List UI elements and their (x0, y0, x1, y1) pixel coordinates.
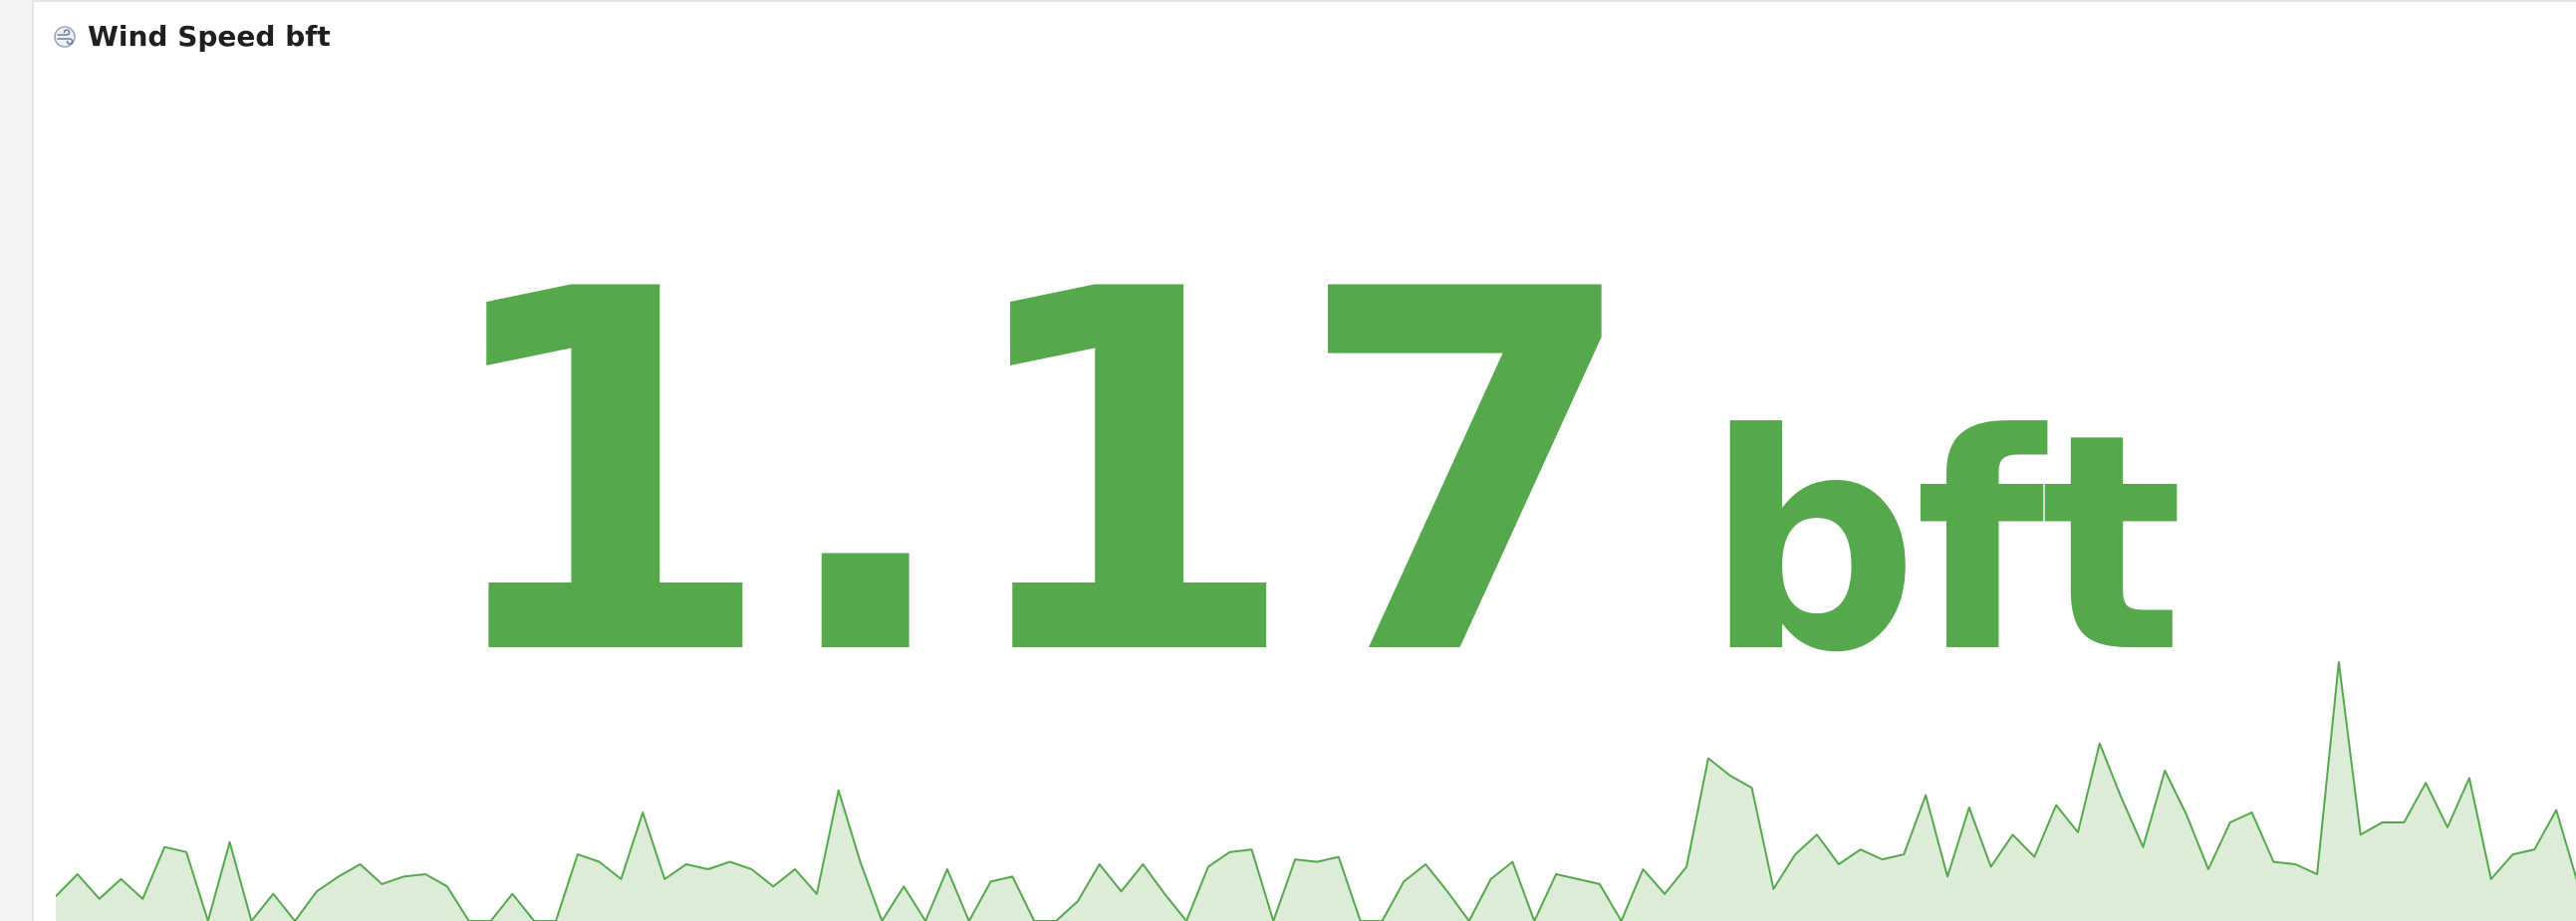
sparkline-chart (56, 661, 2576, 921)
sparkline-area (56, 662, 2576, 921)
cloud-wind-icon (54, 26, 76, 48)
stat-value: 1.17 bft (34, 185, 2576, 765)
stat-number: 1.17 (429, 185, 1642, 765)
panel-header[interactable]: Wind Speed bft (52, 20, 331, 54)
stat-unit: bft (1704, 370, 2184, 718)
sparkline-line (56, 661, 2576, 921)
stat-panel: Wind Speed bft 1.17 bft (32, 0, 2576, 921)
panel-title: Wind Speed bft (88, 20, 331, 53)
